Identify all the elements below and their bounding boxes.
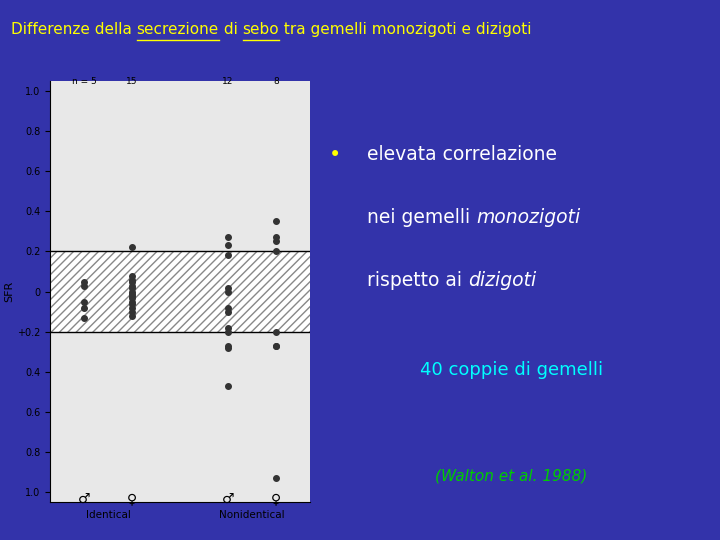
Point (126, 298, 138, 306)
Text: dizigoti: dizigoti (468, 271, 536, 290)
Point (270, 327, 282, 336)
Text: ♀: ♀ (127, 492, 137, 506)
Text: •: • (328, 145, 341, 165)
Bar (50, 252, 310, 332)
Point (78, 313, 90, 322)
Text: di: di (219, 22, 243, 37)
Text: ♀: ♀ (271, 492, 281, 506)
Text: rispetto ai: rispetto ai (367, 271, 468, 290)
Point (222, 303, 234, 312)
Point (126, 299, 138, 308)
Text: (Walton et al. 1988): (Walton et al. 1988) (435, 468, 588, 483)
Point (78, 303, 90, 312)
Point (126, 281, 138, 290)
Point (270, 247, 282, 256)
Point (126, 277, 138, 286)
Point (126, 243, 138, 252)
Point (126, 307, 138, 316)
Point (270, 341, 282, 350)
Text: 8: 8 (273, 77, 279, 86)
Point (126, 271, 138, 280)
Point (222, 284, 234, 292)
Point (126, 287, 138, 296)
Text: ♂: ♂ (78, 492, 90, 506)
Text: n = 5: n = 5 (71, 77, 96, 86)
Point (222, 287, 234, 296)
Point (222, 382, 234, 390)
Point (270, 237, 282, 246)
Text: 12: 12 (222, 77, 234, 86)
Point (222, 233, 234, 242)
Text: Nonidentical: Nonidentical (219, 510, 285, 520)
Text: monozigoti: monozigoti (477, 208, 581, 227)
Point (78, 281, 90, 290)
Y-axis label: SFR: SFR (4, 281, 14, 302)
Point (270, 233, 282, 242)
Text: ♂: ♂ (222, 492, 234, 506)
Point (270, 217, 282, 226)
Text: 40 coppie di gemelli: 40 coppie di gemelli (420, 361, 603, 379)
Point (222, 251, 234, 260)
Point (78, 277, 90, 286)
Text: nei gemelli: nei gemelli (367, 208, 477, 227)
Point (126, 303, 138, 312)
Point (222, 241, 234, 250)
Text: 15: 15 (126, 77, 138, 86)
Point (222, 341, 234, 350)
Point (126, 291, 138, 300)
Point (126, 293, 138, 302)
Point (78, 298, 90, 306)
Point (126, 284, 138, 292)
Text: secrezione: secrezione (137, 22, 219, 37)
Text: elevata correlazione: elevata correlazione (367, 145, 557, 165)
Point (222, 323, 234, 332)
Point (270, 341, 282, 350)
Point (126, 312, 138, 320)
Point (222, 343, 234, 352)
Point (222, 327, 234, 336)
Point (126, 275, 138, 284)
Point (222, 307, 234, 316)
Point (126, 289, 138, 298)
Text: tra gemelli monozigoti e dizigoti: tra gemelli monozigoti e dizigoti (279, 22, 531, 37)
Text: Differenze della: Differenze della (11, 22, 137, 37)
Point (270, 474, 282, 482)
Text: sebo: sebo (243, 22, 279, 37)
Text: Identical: Identical (86, 510, 130, 520)
